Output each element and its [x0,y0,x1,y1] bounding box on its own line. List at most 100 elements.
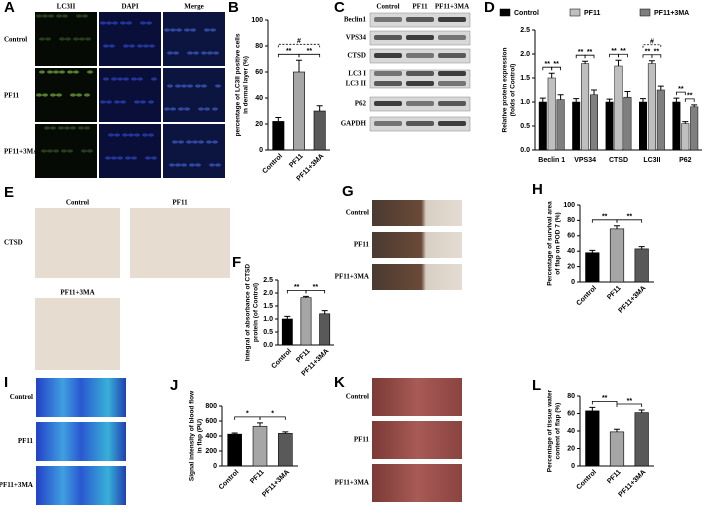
cell [105,156,111,160]
cell [122,133,128,137]
bar [300,297,312,346]
cell [76,93,82,97]
image-label: Control [346,393,369,401]
y-tick-label: 0.5 [263,329,273,336]
y-axis-label: protein (of Control) [253,283,260,342]
significance-bracket [651,54,662,58]
panel-label: D [484,0,495,16]
y-tick-label: 2.0 [263,290,273,297]
cell [56,93,62,97]
image-label: CTSD [347,52,366,60]
significance-label: ** [602,395,608,402]
cell [47,70,53,74]
y-axis-label: in flap (PU) [197,419,204,453]
cell [64,126,70,130]
cell [59,70,65,74]
cell [70,93,76,97]
cell [114,133,120,137]
y-tick-label: 1.5 [520,75,530,82]
error-bar [548,72,555,78]
significance-bracket [584,54,595,59]
legend-label: Control [514,10,539,17]
cell [53,70,59,74]
blot-band [374,35,402,40]
cell [128,133,134,137]
significance-label: ** [627,398,633,405]
cell [36,14,42,18]
blot-band [438,71,466,76]
x-tick-label: Control [576,469,599,492]
significance-bracket [675,91,686,96]
blot-band [406,121,434,126]
cell [212,140,218,144]
cell [42,93,48,97]
y-tick-label: 1.5 [263,303,273,310]
cell [187,84,193,88]
cell [100,100,106,104]
bar [556,99,565,151]
photo [372,464,462,502]
blot-band [438,101,466,106]
significance-label: # [650,39,654,46]
error-bar [557,94,564,100]
cell [117,156,123,160]
significance-bracket [298,53,321,58]
cell [58,126,64,130]
bar [634,412,649,467]
cell [106,100,112,104]
significance-label: ** [620,48,626,55]
bar [681,123,690,151]
image-label: PF11+3MA [335,273,369,281]
photo [36,422,126,461]
image-label: Control [4,36,27,44]
bar [581,63,590,151]
cell [84,126,90,130]
image-label: Control [66,199,89,207]
micrograph [99,124,161,178]
cell [170,28,176,32]
cell [181,84,187,88]
significance-label: # [297,38,301,45]
image-label: Control [376,3,399,11]
blot-band [438,121,466,126]
cell [204,107,210,111]
image-label: PF11+3MA [60,289,94,297]
bar [639,101,647,151]
y-tick-label: 200 [205,448,217,455]
cell [181,163,187,167]
cell [140,21,146,25]
cell [36,93,42,97]
significance-label: ** [611,48,617,55]
y-tick-label: 40 [567,428,575,435]
image-label: Beclin1 [344,16,367,24]
micrograph [163,68,225,122]
error-bar [257,422,263,427]
x-tick-label: PF11 [606,469,623,486]
cell [192,140,198,144]
cell [201,84,207,88]
significance-bracket [259,416,286,420]
bar [227,433,242,467]
legend-swatch [499,8,511,17]
y-tick-label: 1.0 [520,99,530,106]
cell [103,77,109,81]
significance-label: ** [294,284,300,291]
cell [178,107,184,111]
cell [73,70,79,74]
cell [103,44,109,48]
cell [167,84,173,88]
image-label: PF11+3MA [435,3,469,11]
blot-band [406,71,434,76]
y-tick-label: 0 [213,463,217,470]
panel-label: J [170,377,178,394]
cell [42,14,48,18]
cell [53,149,59,153]
error-bar [624,90,631,98]
bar [278,433,293,467]
photo [36,466,126,505]
cell [39,37,45,41]
y-tick-label: 0.0 [520,147,530,154]
bar [585,410,600,467]
micrograph [130,208,230,278]
error-bar [606,98,613,102]
